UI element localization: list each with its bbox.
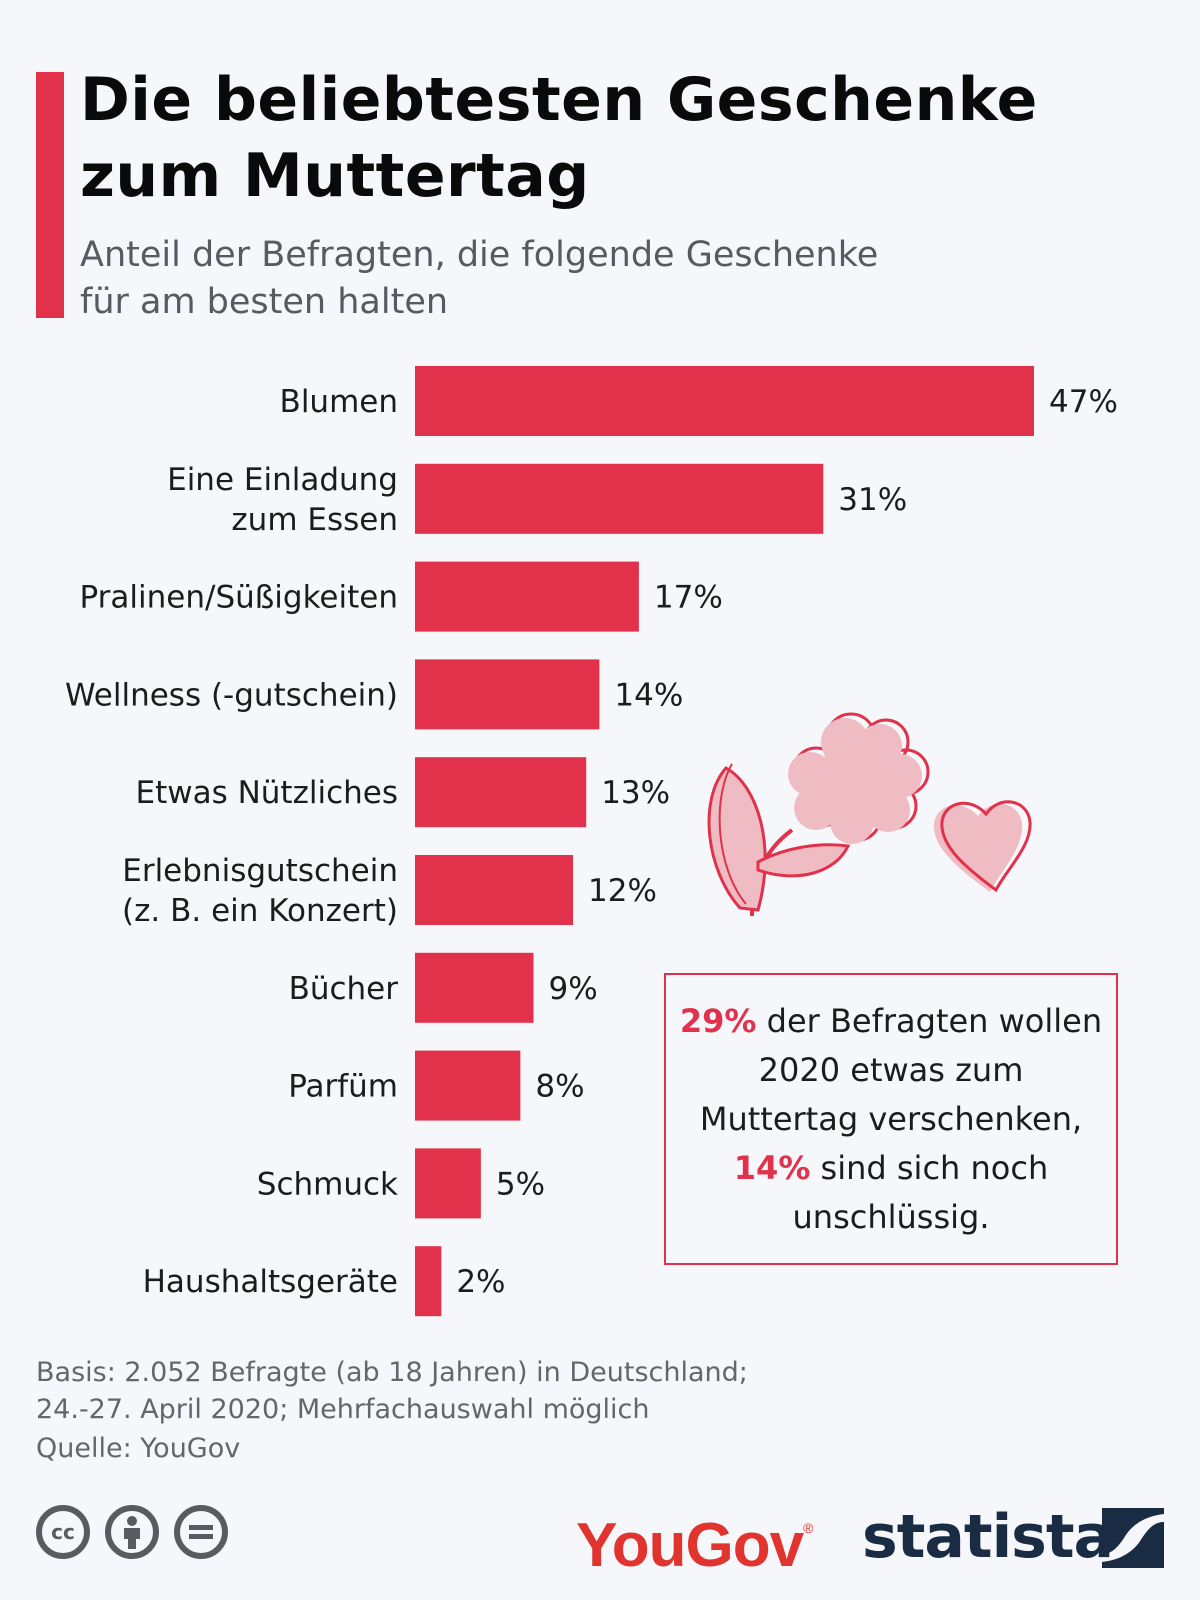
category-label-7: Parfüm (288, 1069, 398, 1105)
cc-icon-text: cc (51, 1520, 75, 1544)
person-glyph (124, 1516, 140, 1549)
statista-mark-icon (1102, 1508, 1164, 1568)
yougov-registered-mark: ® (803, 1520, 813, 1536)
bar-5 (415, 855, 574, 925)
callout-highlight-2: 14% (733, 1148, 811, 1187)
bar-9 (415, 1246, 442, 1317)
cc-icon[interactable]: cc (36, 1505, 90, 1559)
callout-text-2: sind sich noch unschlüssig. (792, 1148, 1049, 1236)
subtitle-line-2: für am besten halten (80, 282, 449, 322)
bar-1 (415, 463, 824, 534)
value-label-9: 2% (456, 1264, 505, 1300)
callout-box: 29% der Befragten wollen 2020 etwas zum … (664, 973, 1118, 1265)
subtitle-line-1: Anteil der Befragten, die folgende Gesch… (80, 235, 879, 275)
title-line-1: Die beliebtesten Geschenke (80, 65, 1038, 135)
equals-glyph (189, 1525, 213, 1539)
bar-3 (415, 659, 600, 730)
value-label-2: 17% (654, 580, 723, 616)
no-derivatives-icon[interactable] (174, 1505, 228, 1559)
flower-icon (707, 712, 930, 917)
bar-8 (415, 1148, 481, 1219)
category-label-5-line-1: (z. B. ein Konzert) (122, 893, 398, 929)
category-label-2: Pralinen/Süßigkeiten (80, 580, 398, 616)
value-label-6: 9% (549, 971, 598, 1007)
category-label-9: Haushaltsgeräte (143, 1264, 398, 1300)
basis-line-1: Basis: 2.052 Befragte (ab 18 Jahren) in … (36, 1357, 748, 1388)
category-label-3: Wellness (-gutschein) (65, 677, 398, 713)
statista-logo[interactable]: statista (862, 1502, 1114, 1572)
bar-6 (415, 952, 534, 1023)
category-label-1-line-1: zum Essen (231, 502, 398, 538)
chart-subtitle: Anteil der Befragten, die folgende Gesch… (80, 232, 1080, 326)
category-label-4: Etwas Nützliches (135, 775, 398, 811)
callout-highlight-1: 29% (679, 1001, 757, 1040)
category-label-8: Schmuck (257, 1166, 398, 1202)
value-label-4: 13% (601, 775, 670, 811)
licence-icons: cc (36, 1505, 228, 1559)
bar-chart: Blumen 47% Eine Einladung zum Essen 31% Prali… (65, 366, 1118, 1317)
yougov-logo[interactable]: YouGov® (576, 1510, 813, 1581)
value-label-0: 47% (1049, 384, 1118, 420)
callout-text: 29% der Befragten wollen 2020 etwas zum … (676, 997, 1106, 1242)
heart-icon (933, 800, 1032, 893)
source-note: Quelle: YouGov (36, 1433, 241, 1464)
value-label-3: 14% (614, 677, 683, 713)
flower-heart-illustration (707, 712, 1032, 917)
category-label-6: Bücher (289, 971, 399, 1007)
attribution-icon[interactable] (105, 1505, 159, 1559)
title-line-2: zum Muttertag (80, 141, 590, 211)
bar-4 (415, 757, 587, 828)
value-label-5: 12% (588, 873, 657, 909)
value-label-1: 31% (838, 482, 907, 518)
title-accent-bar (36, 72, 64, 318)
basis-line-2: 24.-27. April 2020; Mehrfachauswahl mögl… (36, 1394, 650, 1425)
callout-text-1: der Befragten wollen 2020 etwas zum Mutt… (699, 1001, 1103, 1138)
value-label-7: 8% (535, 1069, 584, 1105)
value-label-8: 5% (496, 1166, 545, 1202)
bar-7 (415, 1050, 521, 1121)
bar-0 (415, 366, 1034, 436)
chart-title: Die beliebtesten Geschenke zum Muttertag (80, 62, 1160, 214)
footnote: Basis: 2.052 Befragte (ab 18 Jahren) in … (36, 1354, 1036, 1428)
bar-2 (415, 561, 639, 632)
category-label-0: Blumen (280, 384, 398, 420)
yougov-logo-text: YouGov (576, 1511, 804, 1580)
category-label-5-line-0: Erlebnisgutschein (122, 853, 398, 889)
category-label-1-line-0: Eine Einladung (167, 462, 398, 498)
